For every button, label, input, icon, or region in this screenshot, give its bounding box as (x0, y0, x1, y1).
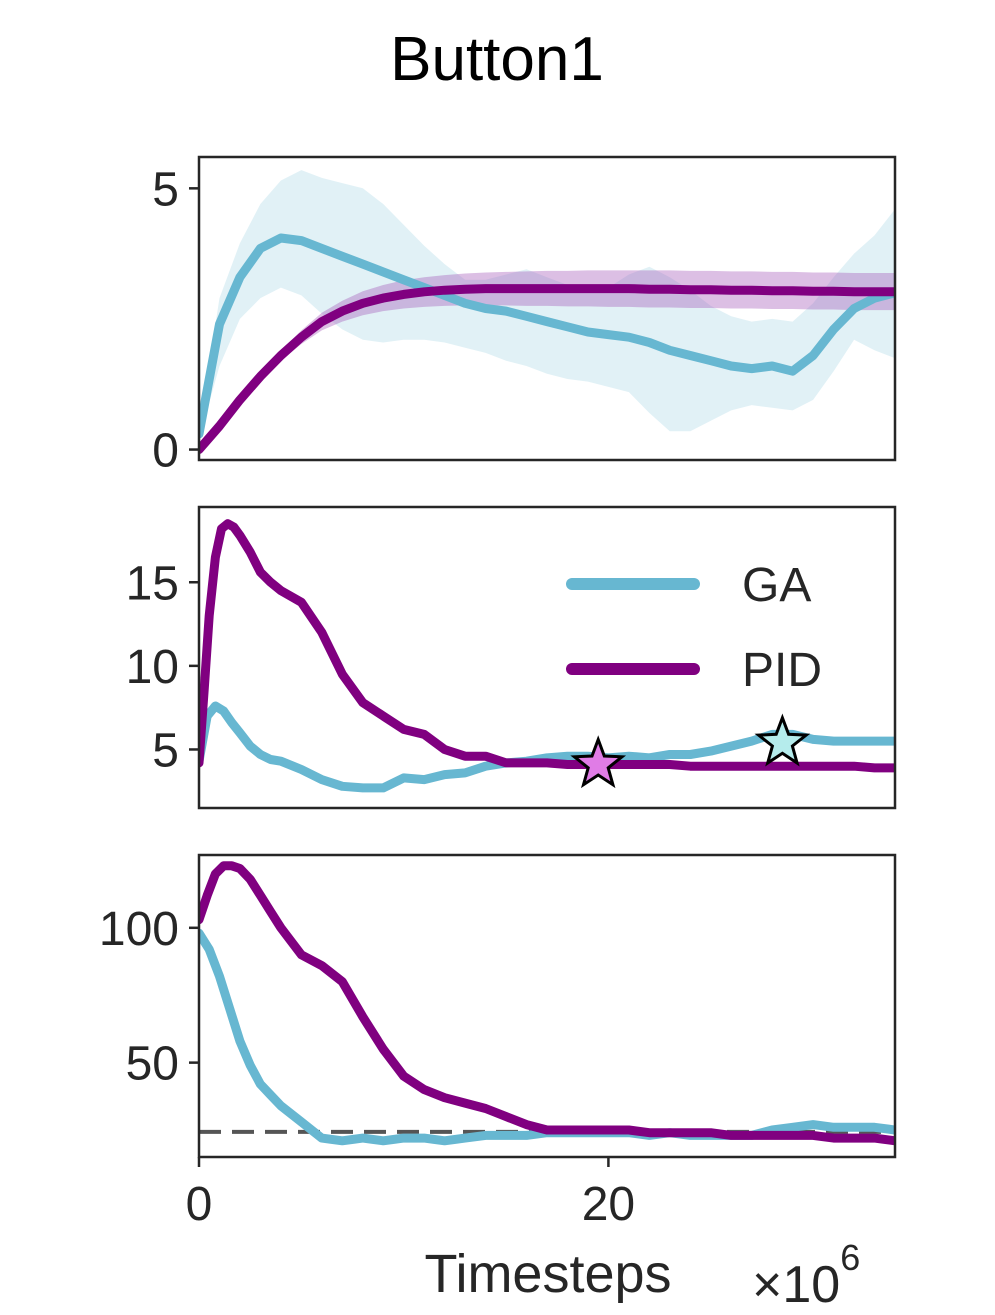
y-tick-label: 50 (126, 1038, 179, 1091)
legend-label-pid: PID (742, 644, 822, 697)
plot-area (199, 170, 895, 455)
panel-middle: 5 10 15 (126, 505, 897, 810)
legend: GA PID (566, 559, 822, 697)
axis-frame (197, 505, 897, 810)
figure-title: Button1 (390, 25, 604, 94)
y-tick-label: 0 (152, 425, 179, 478)
plot-area (199, 861, 895, 1146)
line-pid (199, 284, 895, 455)
x-axis-scale: ×106 (752, 1237, 860, 1314)
y-tick-label: 100 (99, 903, 179, 956)
x-axis-label: Timesteps (424, 1244, 671, 1304)
band-ga (199, 170, 895, 440)
legend-label-ga: GA (742, 559, 811, 612)
y-tick-label: 5 (152, 724, 179, 777)
x-axis-scale-base: ×10 (752, 1256, 840, 1314)
axis-frame (197, 155, 897, 462)
star-marker-pid (570, 735, 627, 789)
x-axis-scale-exponent: 6 (840, 1237, 860, 1278)
star-marker-ga (754, 713, 811, 767)
y-tick-label: 5 (152, 163, 179, 216)
line-ga (199, 233, 895, 439)
axis-frame (197, 853, 897, 1159)
line-ga (199, 928, 895, 1146)
line-pid (199, 861, 895, 1146)
x-tick-label: 0 (186, 1178, 213, 1231)
panel-bottom: 50 100 0 20 (99, 853, 897, 1231)
panel-top: 05 (152, 155, 897, 478)
y-tick-label: 15 (126, 557, 179, 610)
line-pid (199, 519, 895, 773)
y-tick-label: 10 (126, 641, 179, 694)
x-tick-label: 20 (582, 1178, 635, 1231)
